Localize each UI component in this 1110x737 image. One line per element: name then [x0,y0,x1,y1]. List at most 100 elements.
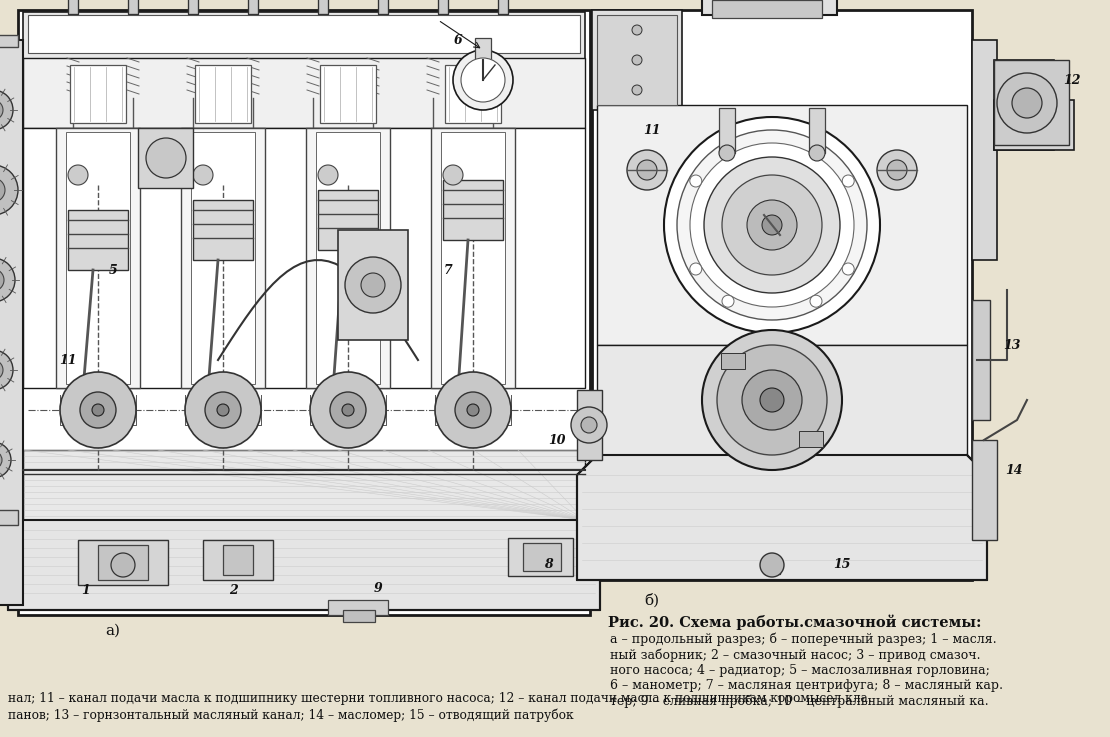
Circle shape [677,130,867,320]
Circle shape [877,150,917,190]
Bar [23,12,585,60]
Circle shape [0,165,18,215]
Circle shape [632,55,642,65]
Bar [508,538,573,576]
Bar [191,132,255,384]
Bar [972,40,997,260]
Text: Рис. 20. Схема работы․смазочной системы:: Рис. 20. Схема работы․смазочной системы: [608,615,981,630]
Bar [193,200,253,260]
Circle shape [760,553,784,577]
Bar [128,0,138,14]
Circle shape [0,442,11,478]
Bar [188,0,198,14]
Bar [339,230,408,340]
Circle shape [361,273,385,297]
Circle shape [704,157,840,293]
Polygon shape [8,520,601,610]
Circle shape [690,143,854,307]
Bar [78,540,168,585]
Text: 6 – манометр; 7 – масляная центрифуга; 8 – масляный кар․: 6 – манометр; 7 – масляная центрифуга; 8… [610,680,1003,693]
Circle shape [842,175,855,187]
Bar [138,128,193,188]
Text: 7: 7 [444,264,453,276]
Bar [320,65,376,123]
Circle shape [205,392,241,428]
Bar [223,545,253,575]
Circle shape [111,553,135,577]
Circle shape [443,165,463,185]
Circle shape [147,138,186,178]
Circle shape [741,370,803,430]
Circle shape [310,372,386,448]
Circle shape [702,330,842,470]
Circle shape [193,165,213,185]
Text: ный заборник; 2 – смазочный насос; 3 – привод смазоч․: ный заборник; 2 – смазочный насос; 3 – п… [610,649,980,662]
Circle shape [664,117,880,333]
Circle shape [632,25,642,35]
Bar [443,180,503,240]
Circle shape [627,150,667,190]
Text: а – продольный разрез; б – поперечный разрез; 1 – масля․: а – продольный разрез; б – поперечный ра… [610,633,997,646]
Text: 9: 9 [374,581,382,595]
Polygon shape [577,455,987,580]
Circle shape [317,165,339,185]
Text: нал; 11 – канал подачи масла к подшипнику шестерни топливного насоса; 12 – канал: нал; 11 – канал подачи масла к подшипник… [8,692,872,705]
Bar [317,0,327,14]
Circle shape [0,100,3,120]
Circle shape [0,178,6,202]
Bar [203,540,273,580]
Circle shape [453,50,513,110]
Text: 11: 11 [644,124,660,136]
Bar [0,35,18,47]
Bar [809,108,825,153]
Bar [23,128,585,388]
Text: 11: 11 [59,354,77,366]
Bar [592,10,972,580]
Bar [445,65,501,123]
Bar [799,431,823,447]
Text: 8: 8 [544,559,553,571]
Bar [343,610,375,622]
Bar [181,128,265,388]
Bar [306,128,390,388]
Bar [712,0,823,18]
Circle shape [342,404,354,416]
Circle shape [467,404,480,416]
Circle shape [0,350,13,390]
Bar [993,60,1054,150]
Bar [993,60,1069,145]
Circle shape [760,388,784,412]
Text: а): а) [105,624,121,638]
Bar [68,210,128,270]
Bar [972,440,997,540]
Circle shape [810,296,823,307]
Bar [441,132,505,384]
Bar [475,38,491,60]
Circle shape [185,372,261,448]
Text: панов; 13 – горнзонтальный масляный канал; 14 – масломер; 15 – отводящий патрубо: панов; 13 – горнзонтальный масляный кана… [8,709,574,722]
Circle shape [571,407,607,443]
Bar [379,0,388,14]
Circle shape [330,392,366,428]
Text: 13: 13 [1003,338,1021,352]
Text: 15: 15 [834,559,850,571]
Circle shape [455,392,491,428]
Bar [317,190,379,250]
Circle shape [637,160,657,180]
Circle shape [0,258,16,302]
Bar [23,450,585,520]
Bar [498,0,508,14]
Bar [577,390,602,460]
Circle shape [0,451,2,469]
Bar [702,0,837,15]
Bar [28,15,581,53]
Text: 14: 14 [1006,464,1022,477]
Bar [70,65,127,123]
Text: 1: 1 [82,584,90,596]
Bar [972,300,990,420]
Bar [0,510,18,525]
Bar [523,543,561,571]
Circle shape [1012,88,1042,118]
Text: 6: 6 [454,33,463,46]
Circle shape [747,200,797,250]
